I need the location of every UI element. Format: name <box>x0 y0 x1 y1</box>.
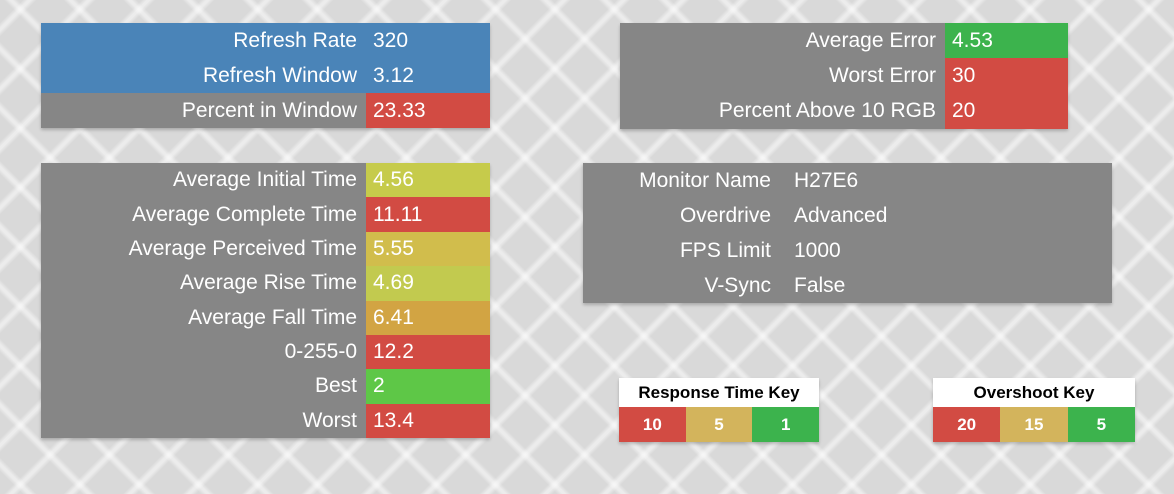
table-row: Percent Above 10 RGB 20 <box>620 93 1068 129</box>
overshoot-key-title: Overshoot Key <box>933 378 1135 407</box>
row-value: Advanced <box>794 203 888 227</box>
row-value: 23.33 <box>366 93 490 128</box>
row-label: Percent in Window <box>41 93 366 128</box>
table-row: Average Perceived Time 5.55 <box>41 231 490 267</box>
row-value: False <box>794 273 846 297</box>
row-value: 6.41 <box>366 300 490 335</box>
key-cell-green: 5 <box>1067 407 1135 442</box>
row-label: FPS Limit <box>679 238 771 262</box>
key-cell-tan: 5 <box>685 407 753 442</box>
row-label: Refresh Window <box>41 58 366 93</box>
row-value: 30 <box>945 58 1068 94</box>
response-time-key-cells: 10 5 1 <box>619 407 820 442</box>
table-row: Average Rise Time 4.69 <box>41 266 490 301</box>
table-row: FPS Limit 1000 <box>583 233 1112 268</box>
table-row: 0-255-0 12.2 <box>41 334 490 370</box>
table-row: Refresh Rate 320 <box>41 23 490 58</box>
table-row: Average Initial Time 4.56 <box>41 163 490 198</box>
table-row: Average Complete Time 11.11 <box>41 197 490 232</box>
row-value: 11.11 <box>366 197 490 232</box>
row-label: Best <box>41 369 366 404</box>
row-value: 13.4 <box>366 403 490 438</box>
row-value: 4.56 <box>366 163 490 198</box>
row-value: 12.2 <box>366 334 490 370</box>
response-time-key-title: Response Time Key <box>619 378 819 407</box>
overshoot-key: Overshoot Key 20 15 5 <box>933 378 1135 442</box>
row-label: Average Initial Time <box>41 163 366 198</box>
table-row: Refresh Window 3.12 <box>41 58 490 93</box>
row-label: V-Sync <box>704 273 771 297</box>
row-label: Worst <box>41 403 366 438</box>
row-label: Percent Above 10 RGB <box>620 93 945 129</box>
row-label: Monitor Name <box>639 168 771 192</box>
table-row: V-Sync False <box>583 268 1112 303</box>
table-row: Average Fall Time 6.41 <box>41 300 490 335</box>
table-row: Percent in Window 23.33 <box>41 93 490 128</box>
table-row: Worst 13.4 <box>41 403 490 438</box>
refresh-panel: Refresh Rate 320 Refresh Window 3.12 Per… <box>41 23 490 128</box>
overshoot-key-cells: 20 15 5 <box>933 407 1135 442</box>
timing-panel: Average Initial Time 4.56 Average Comple… <box>41 163 490 438</box>
row-value: H27E6 <box>794 168 859 192</box>
key-cell-red: 20 <box>933 407 1001 442</box>
table-row: Best 2 <box>41 369 490 404</box>
row-value: 2 <box>366 369 490 404</box>
row-label: Average Complete Time <box>41 197 366 232</box>
error-panel: Average Error 4.53 Worst Error 30 Percen… <box>620 23 1068 129</box>
row-label: Refresh Rate <box>41 23 366 58</box>
row-label: Worst Error <box>620 58 945 94</box>
key-cell-green: 1 <box>752 407 820 442</box>
key-cell-tan: 15 <box>1000 407 1068 442</box>
table-row: Overdrive Advanced <box>583 198 1112 233</box>
row-value: 4.69 <box>366 266 490 301</box>
row-label: Overdrive <box>679 203 771 227</box>
row-label: Average Perceived Time <box>41 231 366 267</box>
row-value: 4.53 <box>945 23 1068 59</box>
table-row: Average Error 4.53 <box>620 23 1068 59</box>
row-label: Average Error <box>620 23 945 59</box>
row-label: Average Fall Time <box>41 300 366 335</box>
row-value: 20 <box>945 93 1068 129</box>
row-value: 320 <box>366 23 490 58</box>
table-row: Monitor Name H27E6 <box>583 163 1112 198</box>
row-value: 3.12 <box>366 58 490 93</box>
row-label: Average Rise Time <box>41 266 366 301</box>
key-cell-red: 10 <box>619 407 686 442</box>
row-label: 0-255-0 <box>41 334 366 370</box>
row-value: 5.55 <box>366 231 490 267</box>
row-value: 1000 <box>794 238 841 262</box>
monitor-info-panel: Monitor Name H27E6 Overdrive Advanced FP… <box>583 163 1112 303</box>
table-row: Worst Error 30 <box>620 58 1068 94</box>
response-time-key: Response Time Key 10 5 1 <box>619 378 820 442</box>
